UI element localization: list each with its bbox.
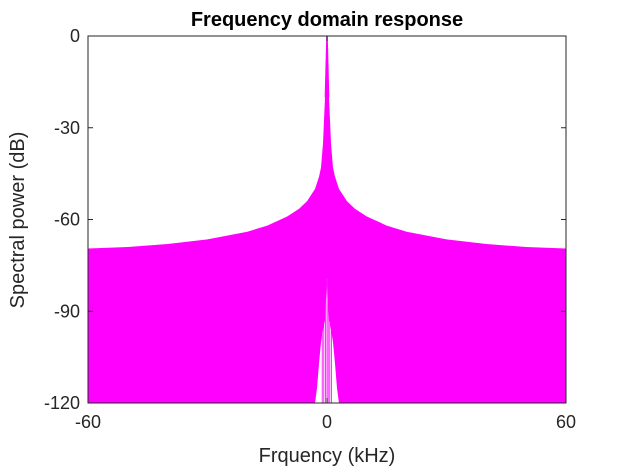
x-tick-label: 0 — [322, 412, 332, 432]
y-tick-label: -60 — [54, 210, 80, 230]
y-tick-label: -90 — [54, 301, 80, 321]
x-tick-label: 60 — [556, 412, 576, 432]
chart-title: Frequency domain response — [191, 9, 463, 31]
plot-area — [88, 35, 566, 403]
y-axis-label: Spectral power (dB) — [7, 132, 29, 309]
x-axis-label: Frquency (kHz) — [259, 445, 396, 467]
x-axis: -60 0 60 — [75, 36, 576, 432]
y-tick-label: -30 — [54, 118, 80, 138]
y-axis: 0 -30 -60 -90 -120 — [44, 26, 566, 413]
y-tick-label: 0 — [70, 26, 80, 46]
series-magenta-notch-lines — [321, 280, 332, 403]
y-tick-label: -120 — [44, 393, 80, 413]
x-tick-label: -60 — [75, 412, 101, 432]
series-magenta-area — [88, 36, 566, 403]
